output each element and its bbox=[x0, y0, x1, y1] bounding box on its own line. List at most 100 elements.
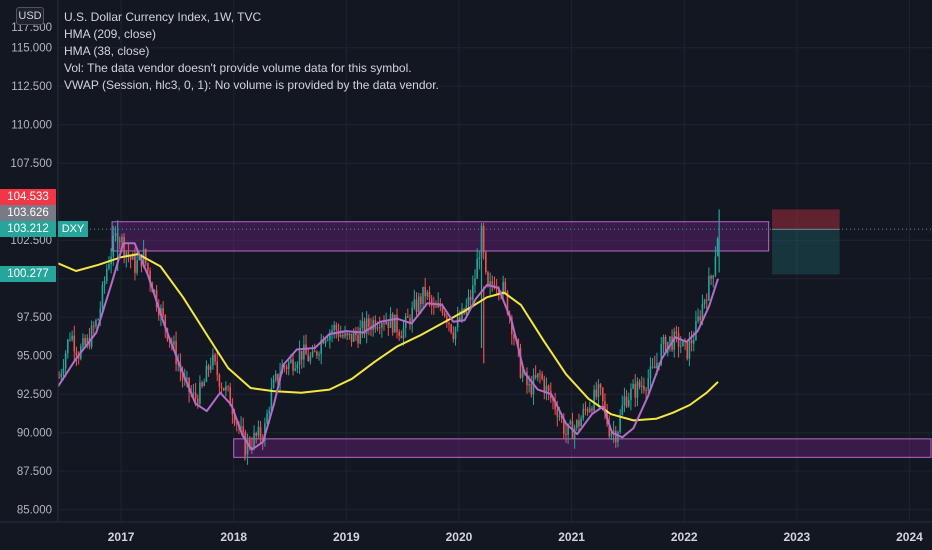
candle-body bbox=[712, 275, 715, 279]
candle-body bbox=[292, 359, 294, 371]
position-box[interactable] bbox=[772, 209, 840, 275]
candle-body bbox=[575, 420, 578, 428]
candle-body bbox=[420, 296, 422, 305]
candle-body bbox=[547, 385, 550, 391]
candle-body bbox=[240, 426, 242, 428]
time-axis[interactable]: 2017 2018 2019 2020 2021 2022 2023 2024 bbox=[0, 521, 932, 550]
candle-body bbox=[149, 270, 151, 284]
candle-body bbox=[588, 408, 591, 412]
currency-button[interactable]: USD bbox=[16, 7, 44, 25]
candle-body bbox=[268, 410, 271, 414]
candle-body bbox=[212, 354, 214, 366]
x-tick-label: 2021 bbox=[558, 530, 585, 544]
candle-body bbox=[335, 325, 338, 331]
candle-body bbox=[485, 252, 487, 273]
candle-body bbox=[147, 263, 149, 271]
candle-body bbox=[562, 418, 565, 435]
candle-body bbox=[504, 281, 507, 292]
candle-body bbox=[235, 423, 238, 425]
candle-body bbox=[543, 378, 546, 393]
candle-body bbox=[409, 317, 411, 325]
candle-body bbox=[303, 344, 305, 360]
candle-body bbox=[573, 427, 576, 439]
candle-body bbox=[446, 316, 448, 323]
candle-body bbox=[348, 333, 351, 336]
candle-body bbox=[60, 373, 63, 378]
candle-body bbox=[567, 423, 569, 435]
candle-body bbox=[127, 252, 130, 257]
candle-body bbox=[632, 383, 634, 389]
y-tick-label: 87.500 bbox=[17, 466, 52, 478]
support-resistance-zones[interactable] bbox=[111, 221, 932, 458]
candle-body bbox=[274, 373, 277, 380]
candle-body bbox=[69, 339, 71, 341]
candle-body bbox=[398, 331, 400, 336]
candle-body bbox=[272, 379, 275, 388]
candle-body bbox=[645, 389, 647, 391]
candle-body bbox=[688, 340, 691, 359]
candle-body bbox=[545, 385, 548, 393]
candle-body bbox=[580, 418, 582, 427]
candle-body bbox=[242, 426, 245, 433]
candle-body bbox=[290, 359, 292, 363]
candle-body bbox=[253, 432, 255, 448]
candle-body bbox=[255, 432, 258, 436]
candle-body bbox=[467, 296, 470, 306]
x-tick-label: 2024 bbox=[896, 530, 923, 544]
hma-lines bbox=[57, 242, 719, 451]
candle-body bbox=[565, 434, 567, 436]
candle-body bbox=[675, 331, 678, 334]
candle-body bbox=[164, 315, 167, 329]
candle-body bbox=[90, 325, 93, 347]
candle-body bbox=[71, 335, 73, 340]
candle-body bbox=[222, 387, 225, 391]
candle-body bbox=[157, 307, 160, 316]
candle-body bbox=[86, 337, 89, 345]
candle-body bbox=[454, 327, 457, 340]
candle-body bbox=[703, 299, 706, 305]
candle-body bbox=[586, 409, 589, 412]
candle-body bbox=[595, 389, 598, 397]
candle-body bbox=[177, 363, 180, 365]
candle-body bbox=[246, 439, 249, 455]
candle-body bbox=[307, 354, 310, 362]
candle-body bbox=[229, 387, 232, 407]
candle-body bbox=[114, 233, 117, 236]
candle-body bbox=[214, 354, 216, 362]
candle-body bbox=[318, 354, 320, 356]
candle-body bbox=[266, 413, 268, 424]
candle-body bbox=[697, 316, 699, 322]
hma-38-line bbox=[57, 242, 719, 451]
candle-body bbox=[324, 340, 327, 344]
candle-body bbox=[333, 325, 336, 331]
price-axis[interactable]: 115.000 112.500 110.000 107.500 102.500 97.50… bbox=[0, 0, 59, 522]
candle-body bbox=[701, 304, 704, 321]
candle-body bbox=[376, 327, 379, 329]
candle-body bbox=[344, 333, 346, 337]
candle-body bbox=[313, 351, 316, 353]
x-tick-label: 2017 bbox=[108, 530, 135, 544]
y-tick-label: 97.500 bbox=[17, 312, 52, 324]
y-tick-label: 115.000 bbox=[11, 43, 52, 55]
candle-body bbox=[58, 377, 60, 379]
candle-body bbox=[225, 386, 227, 391]
x-tick-label: 2019 bbox=[333, 530, 360, 544]
candle-body bbox=[539, 373, 541, 375]
candle-body bbox=[623, 396, 626, 406]
candle-body bbox=[415, 299, 418, 313]
candle-body bbox=[643, 385, 645, 390]
candle-body bbox=[84, 338, 86, 345]
candle-body bbox=[188, 377, 190, 393]
candle-body bbox=[526, 371, 528, 386]
candle-body bbox=[664, 337, 667, 353]
candle-body bbox=[426, 292, 429, 297]
candle-body bbox=[528, 383, 530, 386]
candle-body bbox=[201, 382, 203, 387]
candle-body bbox=[218, 374, 221, 387]
candle-body bbox=[383, 322, 385, 325]
candle-body bbox=[92, 325, 95, 327]
candle-body bbox=[621, 405, 624, 415]
candle-body bbox=[66, 339, 69, 354]
